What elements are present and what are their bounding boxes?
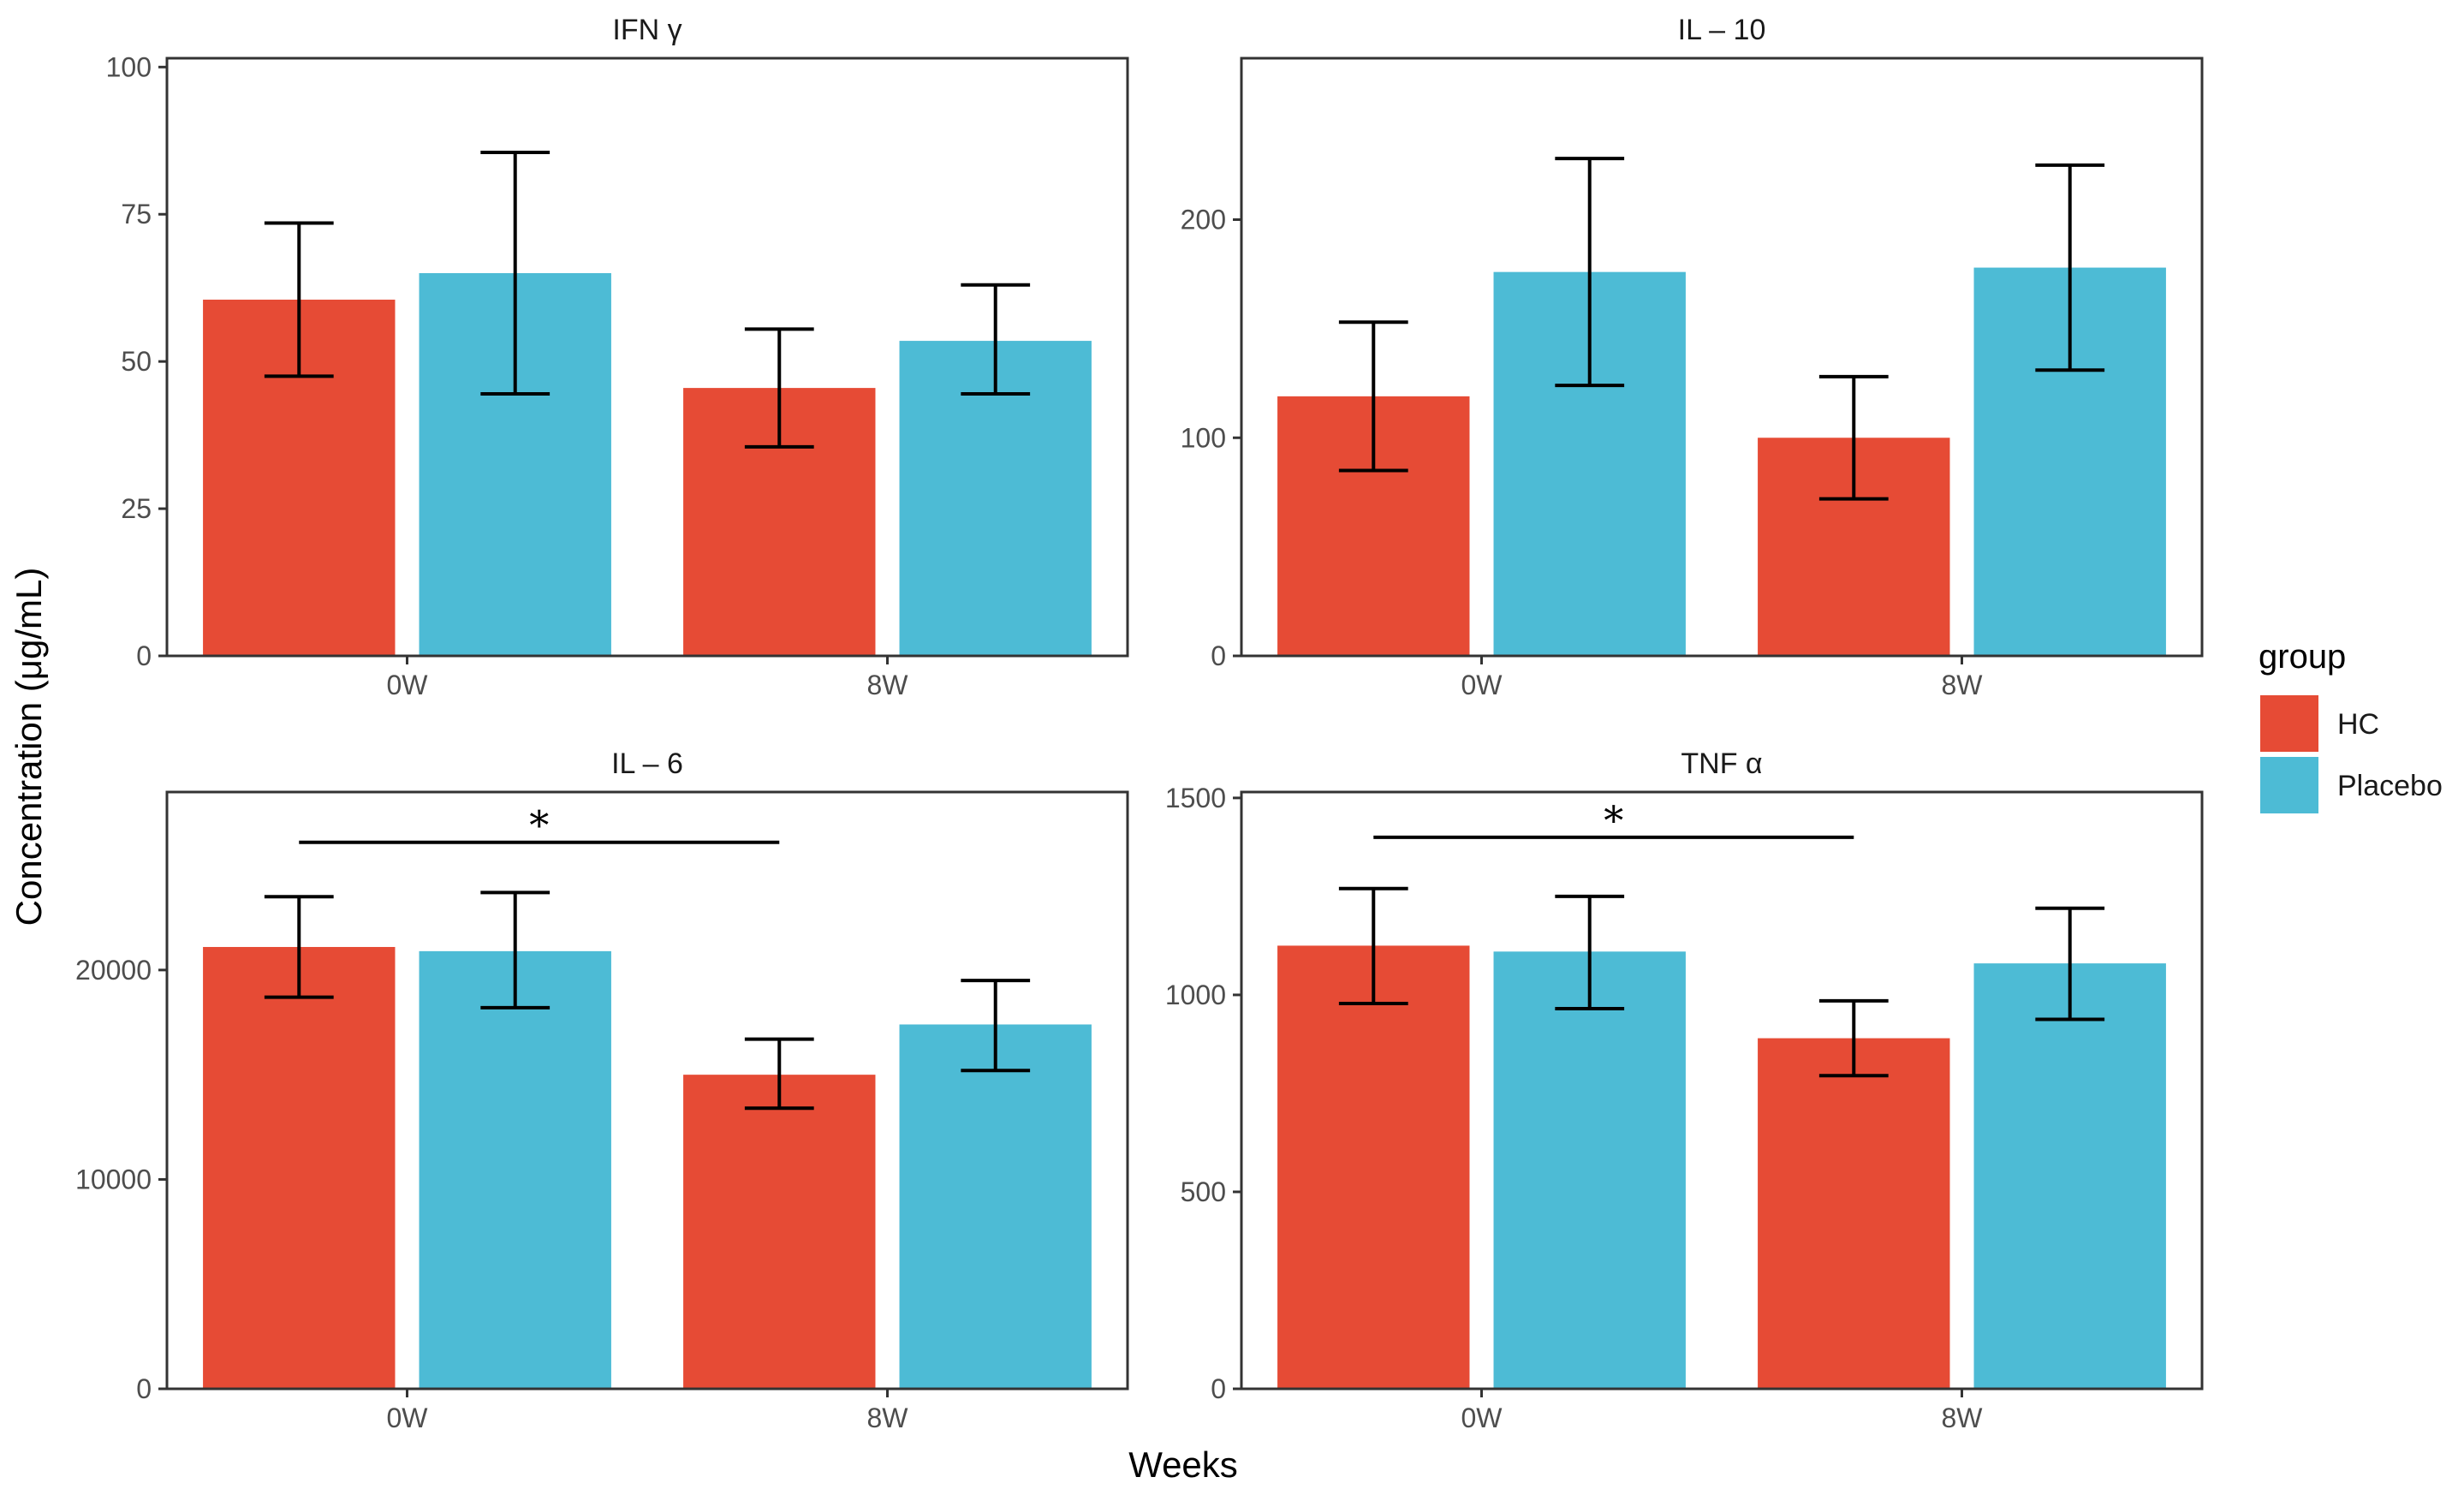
y-tick-label: 0: [1211, 1373, 1226, 1404]
error-bar-0w-hc: [264, 895, 334, 999]
error-bar-0w-placebo: [480, 151, 551, 396]
error-bar-8w-placebo: [961, 283, 1031, 396]
y-axis-title: Concentration (μg/mL): [9, 568, 49, 926]
legend-swatch-hc: [2260, 695, 2318, 752]
panel-ifn-border: [165, 57, 1129, 658]
legend-title: group: [2259, 638, 2346, 676]
bar-8w-hc: [683, 1075, 876, 1389]
y-tick-label: 10000: [75, 1164, 152, 1194]
x-tick-label-8w: 8W: [867, 670, 909, 700]
y-tick-label: 0: [136, 640, 152, 671]
bar-0w-hc: [203, 946, 396, 1389]
significance-star: *: [1604, 797, 1623, 843]
error-bar-0w-hc: [1338, 886, 1408, 1006]
error-bar-0w-hc: [264, 221, 334, 378]
error-bar-8w-placebo: [2035, 906, 2105, 1021]
y-tick-label: 0: [1211, 640, 1226, 671]
error-bar-8w-hc: [1818, 374, 1889, 501]
panel-tnf-title: TNF α: [1681, 747, 1762, 780]
error-bar-0w-placebo: [1555, 157, 1625, 388]
x-tick-label-8w: 8W: [1942, 670, 1984, 700]
panel-ifn-title: IFN γ: [612, 14, 681, 46]
x-tick-label-8w: 8W: [867, 1403, 909, 1433]
y-tick-label: 1000: [1165, 980, 1226, 1010]
error-bar-8w-placebo: [2035, 163, 2105, 372]
panel-ifn: IFN γ 0W 8W 0 25 50 75 100: [106, 14, 1129, 700]
legend-label-hc: HC: [2337, 708, 2379, 741]
y-tick-label: 50: [121, 346, 152, 377]
x-tick-label-0w: 0W: [1461, 1403, 1503, 1433]
legend-swatch-placebo: [2260, 757, 2318, 813]
panel-il-6-title: IL – 6: [611, 747, 683, 780]
x-tick-label-0w: 0W: [387, 1403, 429, 1433]
y-tick-label: 25: [121, 493, 152, 524]
panel-il-6: IL – 6 0W 8W 0 10000 20000 *: [75, 747, 1129, 1433]
bar-0w-hc: [1277, 945, 1470, 1389]
panel-il-10-title: IL – 10: [1678, 14, 1766, 46]
y-tick-label: 100: [1181, 422, 1226, 453]
x-tick-label-0w: 0W: [1461, 670, 1503, 700]
legend: group HC Placebo: [2259, 638, 2443, 813]
error-bar-0w-placebo: [1555, 894, 1625, 1011]
error-bar-0w-placebo: [480, 890, 551, 1010]
error-bar-8w-hc: [744, 327, 814, 449]
y-tick-label: 75: [121, 199, 152, 229]
panel-il-10-border: [1240, 57, 2204, 658]
y-tick-label: 20000: [75, 955, 152, 986]
panel-il-10: IL – 10 0W 8W 0 100 200: [1181, 14, 2204, 700]
error-bar-0w-hc: [1338, 320, 1408, 473]
y-tick-label: 200: [1181, 205, 1226, 235]
y-tick-label: 500: [1181, 1176, 1226, 1207]
legend-label-placebo: Placebo: [2337, 770, 2443, 802]
error-bar-8w-hc: [744, 1037, 814, 1111]
bar-8w-hc: [1758, 1038, 1950, 1389]
panel-tnf: TNF α 0W 8W 0 500 1000 1500 *: [1165, 747, 2204, 1433]
bar-8w-placebo: [1973, 963, 2166, 1389]
y-tick-label: 100: [106, 51, 152, 82]
bar-0w-placebo: [419, 950, 611, 1389]
panel-tnf-border: [1240, 790, 2204, 1391]
x-axis-title: Weeks: [1128, 1444, 1238, 1485]
bar-8w-placebo: [899, 1024, 1092, 1389]
y-tick-label: 1500: [1165, 783, 1226, 813]
error-bar-8w-hc: [1818, 998, 1889, 1078]
bar-0w-placebo: [1493, 951, 1686, 1389]
significance-star: *: [529, 802, 549, 849]
error-bar-8w-placebo: [961, 979, 1031, 1073]
panel-il-6-border: [165, 790, 1129, 1391]
y-tick-label: 0: [136, 1373, 152, 1404]
x-tick-label-0w: 0W: [387, 670, 429, 700]
x-tick-label-8w: 8W: [1942, 1403, 1984, 1433]
